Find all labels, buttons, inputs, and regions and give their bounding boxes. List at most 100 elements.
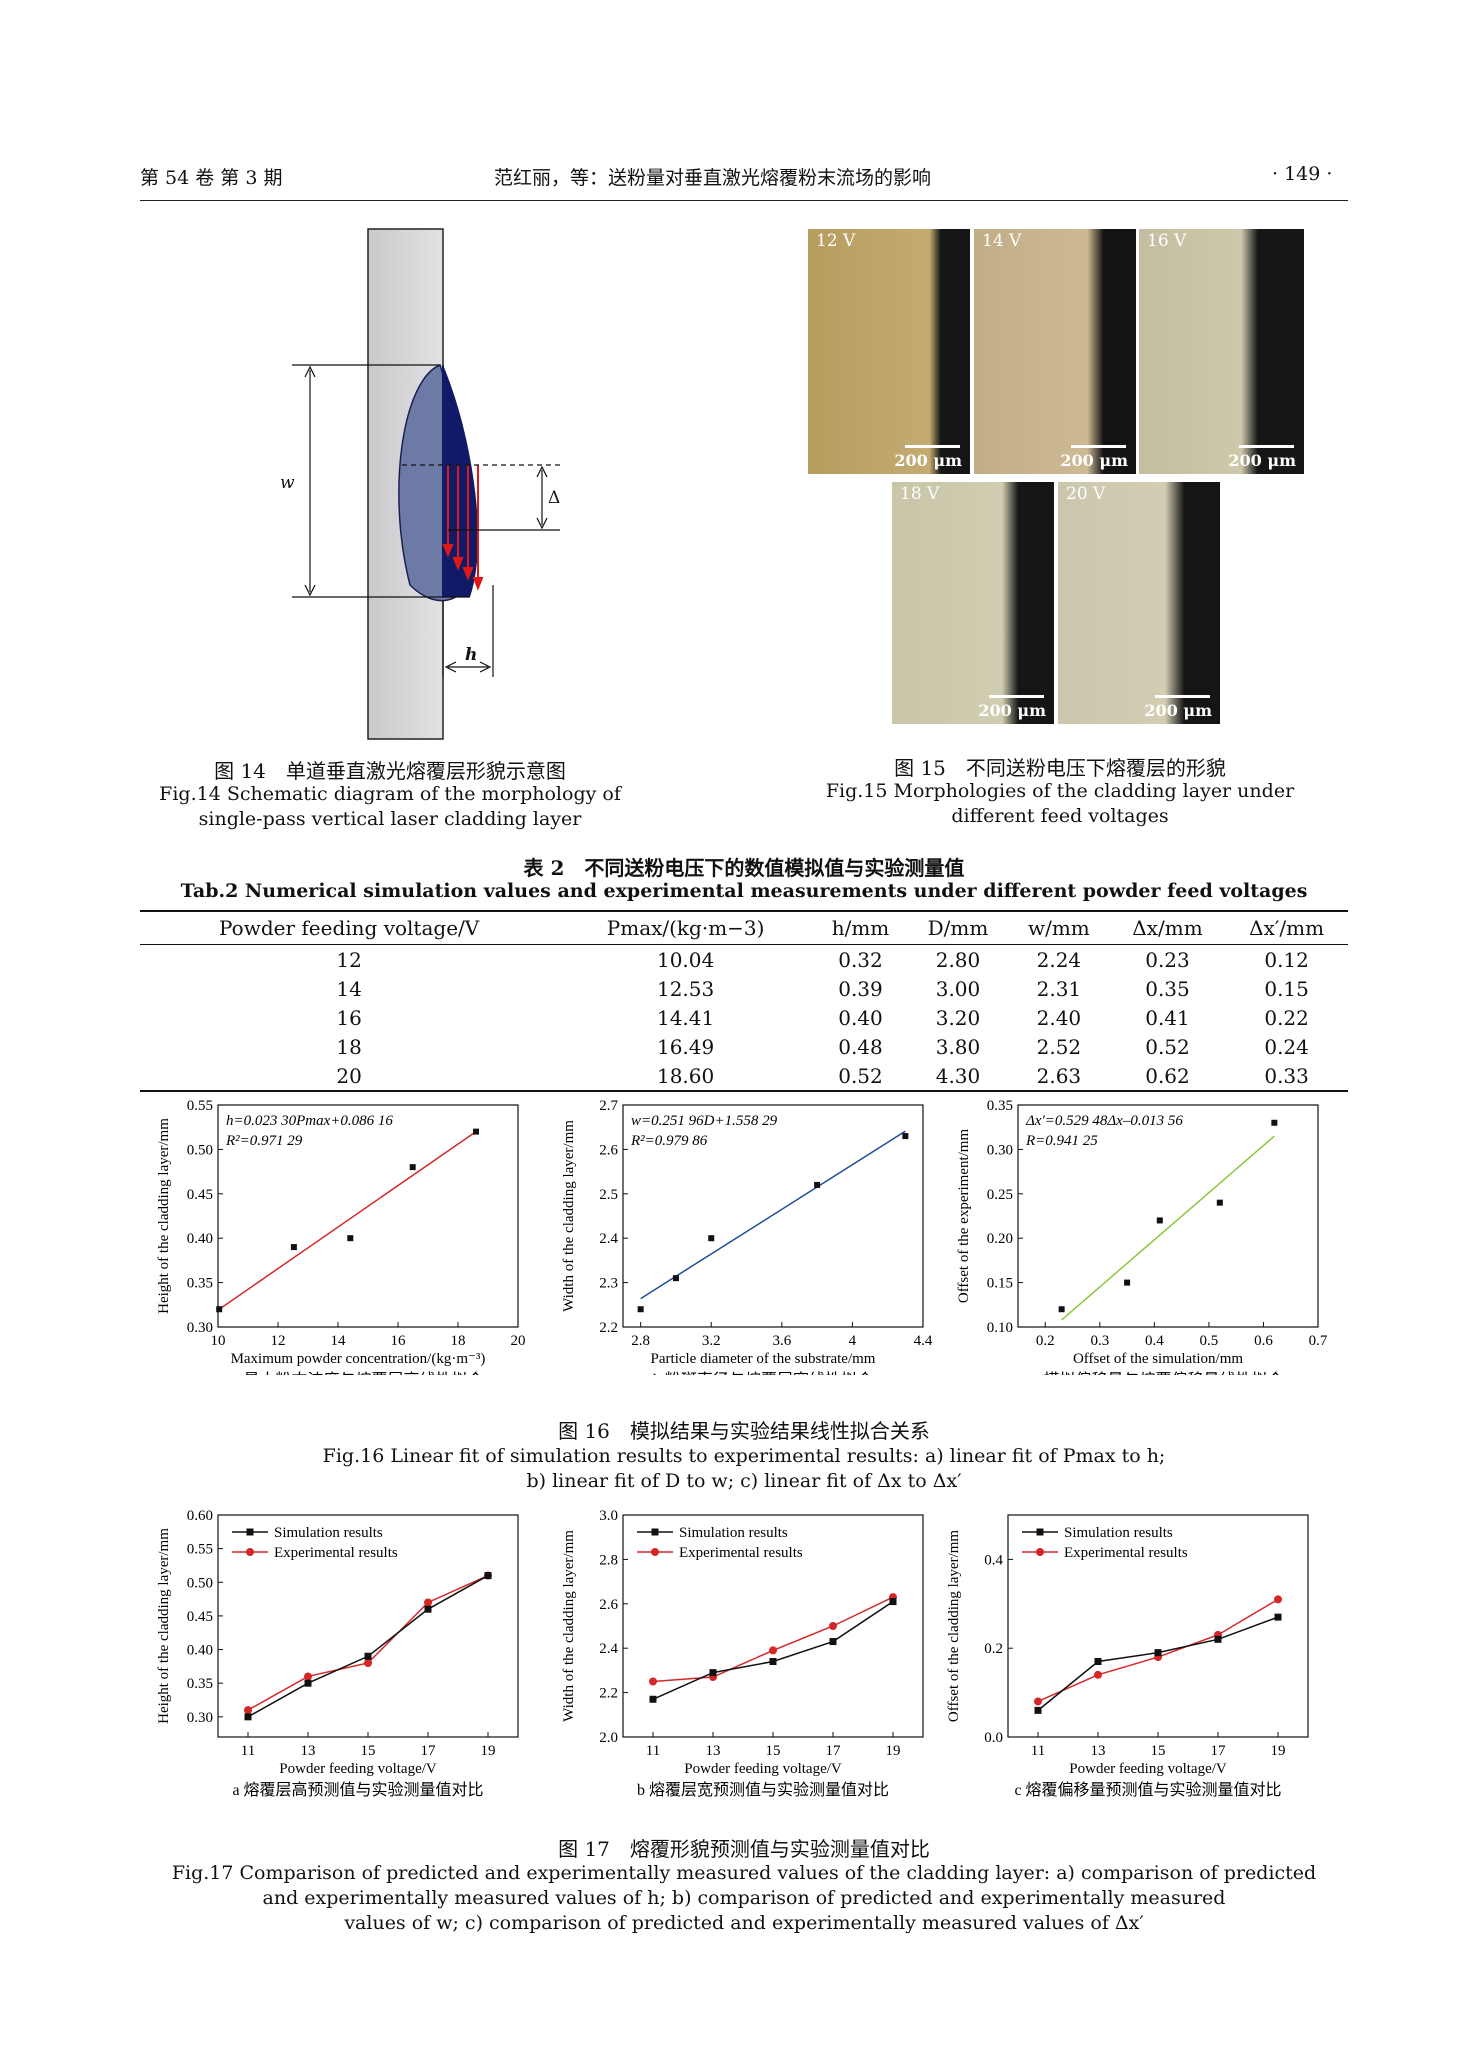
micrograph-label: 14 V — [982, 231, 1022, 251]
y-axis-label: Height of the cladding layer/mm — [156, 1528, 172, 1724]
micrograph-label: 20 V — [1066, 484, 1106, 504]
fig16c-chart: 0.2 0.3 0.4 0.5 0.6 0.7 0.10 0.15 0.20 0.25 0.30 0.… — [950, 1095, 1350, 1389]
fit-equation: w=0.251 96D+1.558 29 — [631, 1113, 778, 1129]
table-cell: 0.39 — [838, 976, 883, 1001]
data-point — [829, 1622, 837, 1630]
data-point — [424, 1605, 432, 1613]
series-line — [247, 1574, 489, 1718]
table-cell: 14.41 — [656, 1005, 715, 1030]
fig14-schematic: w Δx′ h — [280, 228, 560, 740]
data-point — [1214, 1635, 1222, 1643]
legend-marker — [1036, 1548, 1044, 1556]
y-tick-label: 0.30 — [187, 1710, 213, 1726]
scale-bar — [905, 445, 960, 448]
y-tick-label: 2.4 — [599, 1641, 618, 1657]
header-volume: 第 54 卷 第 3 期 — [140, 167, 283, 189]
table-cell: 12 — [336, 947, 362, 972]
fig14-caption-cn: 图 14 单道垂直激光熔覆层形貌示意图 — [214, 759, 566, 783]
legend-label: Simulation results — [679, 1525, 788, 1541]
table-cell: 2.40 — [1036, 1005, 1082, 1030]
legend-marker — [651, 1528, 659, 1536]
x-tick-label: 17 — [1211, 1743, 1227, 1759]
y-tick-label: 0.40 — [187, 1231, 213, 1247]
data-point — [1274, 1613, 1282, 1621]
scale-label: 200 μm — [1060, 451, 1128, 470]
data-point — [1271, 1119, 1278, 1126]
data-point — [484, 1572, 492, 1580]
micrograph-label: 16 V — [1147, 231, 1187, 251]
legend-marker — [246, 1548, 254, 1556]
fig17a-chart: 11 13 15 17 19 0.30 0.35 0.40 0.45 0.50 0.55 0.60 Po… — [150, 1505, 550, 1809]
data-point — [290, 1244, 297, 1251]
header-page-number: · 149 · — [1272, 163, 1333, 185]
fig16-caption-en-2: b) linear fit of D to w; c) linear fit o… — [526, 1470, 962, 1492]
data-point — [769, 1658, 777, 1666]
x-tick-label: 10 — [211, 1333, 226, 1349]
fig17-caption-en-1: Fig.17 Comparison of predicted and exper… — [171, 1862, 1317, 1884]
x-axis-label: Offset of the simulation/mm — [1073, 1351, 1243, 1367]
y-tick-label: 0.35 — [987, 1098, 1013, 1114]
table-cell: 3.20 — [935, 1005, 981, 1030]
table-cell: 3.80 — [935, 1034, 981, 1059]
table-cell: 12.53 — [656, 976, 715, 1001]
x-axis-label: Powder feeding voltage/V — [279, 1761, 437, 1777]
data-point — [409, 1164, 416, 1171]
fig16-caption-en-1: Fig.16 Linear fit of simulation results … — [322, 1445, 1166, 1467]
x-tick-label: 15 — [361, 1743, 376, 1759]
table-cell: 0.40 — [838, 1005, 883, 1030]
fig17-caption-cn: 图 17 熔覆形貌预测值与实验测量值对比 — [558, 1837, 930, 1861]
fig15-caption-en-2: different feed voltages — [951, 805, 1169, 827]
y-tick-label: 3.0 — [599, 1508, 618, 1524]
table2-title-en: Tab.2 Numerical simulation values and ex… — [180, 880, 1308, 902]
data-point — [1094, 1658, 1102, 1666]
x-axis-label: Powder feeding voltage/V — [1069, 1761, 1227, 1777]
y-tick-label: 2.5 — [599, 1187, 618, 1203]
table-cell: 18.60 — [558, 1061, 813, 1092]
x-tick-label: 19 — [481, 1743, 496, 1759]
plot-frame — [622, 1104, 924, 1328]
chart-subcaption: c 熔覆偏移量预测值与实验测量值对比 — [1014, 1781, 1281, 1799]
micrograph-label: 18 V — [900, 484, 940, 504]
legend-label: Simulation results — [274, 1525, 383, 1541]
fig16a-chart: 10 12 14 16 18 20 0.30 0.35 0.40 0.45 0.50 0.55 Maxi… — [150, 1095, 550, 1389]
table-cell: 0.48 — [838, 1034, 883, 1059]
table-cell: 14 — [336, 976, 362, 1001]
fig14-label-dx: Δx′ — [548, 488, 560, 508]
fig14-caption-en-1: Fig.14 Schematic diagram of the morpholo… — [159, 783, 621, 805]
data-point — [1094, 1670, 1102, 1679]
table-cell: 0.32 — [838, 947, 883, 972]
y-tick-label: 0.35 — [187, 1676, 213, 1692]
table-cell: 2.80 — [935, 947, 981, 972]
table-cell: 0.12 — [1264, 947, 1309, 972]
scale-bar — [1239, 445, 1294, 448]
y-tick-label: 0.50 — [187, 1575, 213, 1591]
table-header: Pmax/(kg·m−3) — [558, 910, 813, 945]
micrograph-16v: 16 V 200 μm — [1139, 229, 1304, 474]
table-row: 16 14.41 0.40 3.20 2.40 0.41 0.22 — [140, 1003, 1348, 1032]
x-tick-label: 13 — [1091, 1743, 1106, 1759]
x-tick-label: 0.3 — [1090, 1333, 1109, 1349]
fig16-caption-cn: 图 16 模拟结果与实验结果线性拟合关系 — [558, 1419, 930, 1443]
x-tick-label: 18 — [451, 1333, 466, 1349]
x-tick-label: 15 — [1151, 1743, 1166, 1759]
y-tick-label: 0.40 — [187, 1643, 213, 1659]
y-tick-label: 0.50 — [187, 1142, 213, 1158]
data-point — [216, 1306, 223, 1313]
x-tick-label: 0.4 — [1145, 1333, 1164, 1349]
fig17-caption-en-3: values of w; c) comparison of predicted … — [344, 1912, 1144, 1934]
data-point — [304, 1679, 312, 1687]
header-rule — [140, 200, 1348, 201]
data-point — [649, 1677, 657, 1686]
data-point — [1058, 1306, 1065, 1313]
table-header: Δx′/mm — [1225, 910, 1348, 945]
table-cell: 2.24 — [1036, 947, 1082, 972]
scale-bar — [989, 695, 1044, 698]
data-point — [1034, 1706, 1042, 1714]
data-point — [347, 1235, 354, 1242]
data-point — [708, 1235, 715, 1242]
fig14-caption-en-2: single-pass vertical laser cladding laye… — [198, 808, 582, 830]
data-point — [304, 1672, 312, 1681]
table-cell: 0.41 — [1145, 1005, 1190, 1030]
micrograph-label: 12 V — [816, 231, 856, 251]
table-cell: 0.24 — [1264, 1034, 1309, 1059]
